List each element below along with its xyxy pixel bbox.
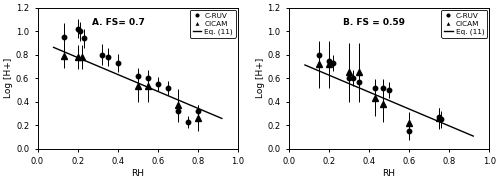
X-axis label: RH: RH [382, 169, 396, 178]
X-axis label: RH: RH [131, 169, 144, 178]
Y-axis label: Log [H+]: Log [H+] [256, 58, 264, 98]
Text: B. FS = 0.59: B. FS = 0.59 [343, 17, 405, 27]
Legend: C-RUV, CICAM, Eq. (11): C-RUV, CICAM, Eq. (11) [441, 10, 487, 38]
Legend: C-RUV, CICAM, Eq. (11): C-RUV, CICAM, Eq. (11) [190, 10, 236, 38]
Y-axis label: Log [H+]: Log [H+] [4, 58, 13, 98]
Text: A. FS= 0.7: A. FS= 0.7 [92, 17, 144, 27]
